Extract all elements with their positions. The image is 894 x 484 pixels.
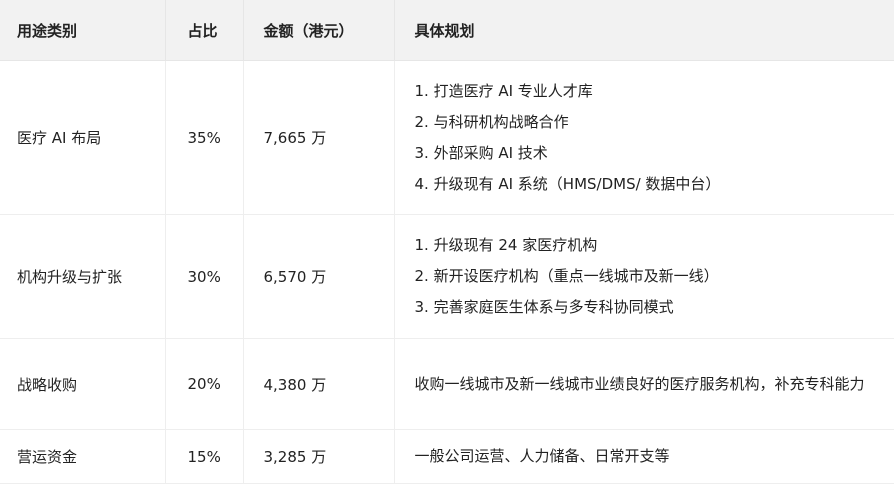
category-cell: 战略收购 [0,338,166,430]
share-cell: 15% [165,429,244,484]
plan-cell: 1. 打造医疗 AI 专业人才库 2. 与科研机构战略合作 3. 外部采购 AI… [394,60,894,215]
category-cell: 医疗 AI 布局 [0,60,166,215]
plan-cell: 1. 升级现有 24 家医疗机构 2. 新开设医疗机构（重点一线城市及新一线） … [394,214,894,339]
amount-cell: 3,285 万 [243,429,395,484]
table-row: 医疗 AI 布局 35% 7,665 万 1. 打造医疗 AI 专业人才库 2.… [0,60,894,215]
share-cell: 35% [165,60,244,215]
plan-line: 2. 新开设医疗机构（重点一线城市及新一线） [414,267,719,285]
amount-cell: 6,570 万 [243,214,395,339]
header-row: 用途类别 占比 金额（港元） 具体规划 [0,0,894,61]
category-cell: 营运资金 [0,429,166,484]
amount-cell: 7,665 万 [243,60,395,215]
plan-line: 1. 升级现有 24 家医疗机构 [414,236,598,254]
header-share: 占比 [165,0,244,61]
table-row: 战略收购 20% 4,380 万 收购一线城市及新一线城市业绩良好的医疗服务机构… [0,338,894,430]
header-category: 用途类别 [0,0,166,61]
plan-line: 一般公司运营、人力储备、日常开支等 [414,447,670,465]
plan-cell: 收购一线城市及新一线城市业绩良好的医疗服务机构，补充专科能力 [394,338,894,430]
plan-cell: 一般公司运营、人力储备、日常开支等 [394,429,894,484]
plan-line: 3. 完善家庭医生体系与多专科协同模式 [414,298,674,316]
table-row: 营运资金 15% 3,285 万 一般公司运营、人力储备、日常开支等 [0,429,894,484]
share-cell: 20% [165,338,244,430]
header-amount: 金额（港元） [243,0,395,61]
header-plan: 具体规划 [394,0,894,61]
plan-line: 收购一线城市及新一线城市业绩良好的医疗服务机构，补充专科能力 [414,374,865,393]
plan-line: 2. 与科研机构战略合作 [414,112,569,131]
category-cell: 机构升级与扩张 [0,214,166,339]
plan-line: 1. 打造医疗 AI 专业人才库 [414,81,593,100]
plan-line: 4. 升级现有 AI 系统（HMS/DMS/ 数据中台） [414,174,721,193]
share-cell: 30% [165,214,244,339]
plan-line: 3. 外部采购 AI 技术 [414,143,548,162]
amount-cell: 4,380 万 [243,338,395,430]
table-row: 机构升级与扩张 30% 6,570 万 1. 升级现有 24 家医疗机构 2. … [0,214,894,339]
